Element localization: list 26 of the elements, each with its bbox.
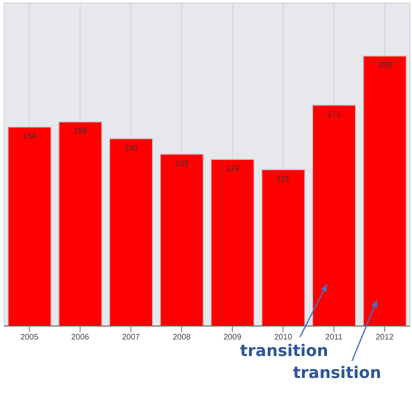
data-label: 145 <box>124 143 138 152</box>
data-label: 129 <box>226 164 240 174</box>
x-tick-label: 2009 <box>223 332 242 342</box>
x-tick-label: 2012 <box>376 332 394 342</box>
data-label: 133 <box>175 158 190 168</box>
data-label: 171 <box>327 110 342 119</box>
bar <box>261 169 306 326</box>
bar <box>58 121 102 326</box>
text: transition <box>240 341 328 360</box>
bar <box>160 154 204 326</box>
data-label: 158 <box>74 126 88 136</box>
text: transition <box>293 363 382 382</box>
bar <box>109 138 154 326</box>
bar <box>8 126 52 326</box>
bar <box>312 104 356 326</box>
x-tick-label: 2007 <box>122 332 140 342</box>
data-label: 209 <box>378 60 392 70</box>
x-tick-label: 2011 <box>325 332 344 342</box>
x-tick-label: 2008 <box>172 332 192 342</box>
bar <box>210 158 255 326</box>
data-label: 121 <box>276 174 291 184</box>
x-tick-label: 2010 <box>274 332 293 342</box>
x-tick-label: 2005 <box>20 332 39 342</box>
x-tick-label: 2006 <box>71 332 90 342</box>
data-label: 154 <box>22 132 37 141</box>
bar <box>362 55 407 326</box>
